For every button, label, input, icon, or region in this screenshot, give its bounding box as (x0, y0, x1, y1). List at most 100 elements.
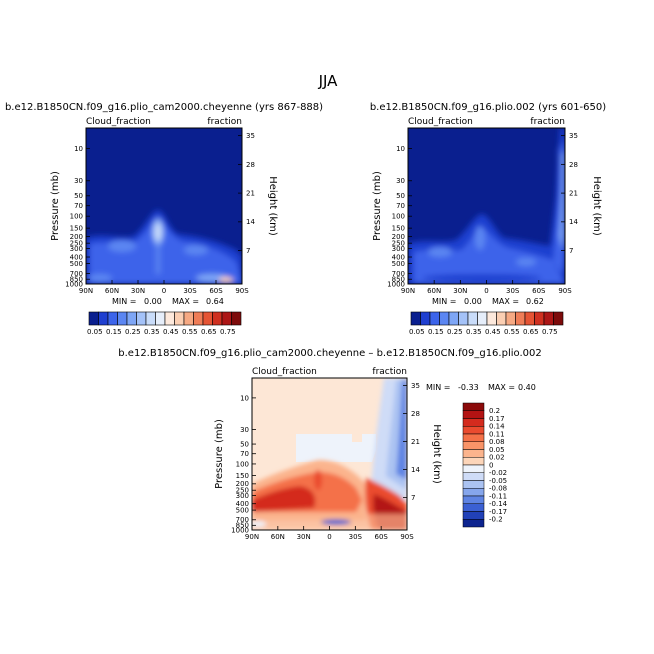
panel-b-min-label: MIN = (432, 297, 457, 306)
y-tick-label: 150 (392, 225, 405, 233)
y-right-tick-label: 21 (246, 190, 255, 198)
panel-a-contours (86, 210, 242, 284)
y-tick-label: 1000 (65, 280, 83, 288)
colorbar-diff-swatch (462, 441, 485, 450)
colorbar-label: 0.45 (163, 328, 179, 336)
y-right-tick-label: 14 (569, 218, 578, 226)
colorbar-swatch (117, 311, 128, 326)
colorbar-diff-label: -0.17 (489, 508, 507, 516)
colorbar-swatch (155, 311, 166, 326)
y-tick-label: 400 (392, 253, 405, 261)
colorbar-label: 0.05 (87, 328, 103, 336)
panel-c-plot (252, 378, 407, 530)
panel-b: b.e12.B1850CN.f09_g16.plio.002 (yrs 601-… (370, 102, 606, 306)
x-tick-label: 0 (484, 287, 488, 295)
colorbar-diff-swatch (462, 495, 485, 504)
y-right-tick-label: 28 (569, 161, 578, 169)
y-right-tick-label: 14 (246, 218, 255, 226)
panel-a-plot (86, 128, 242, 284)
panel-b-max-value: 0.62 (526, 297, 544, 306)
panel-c-max-value: 0.40 (518, 383, 536, 392)
panel-b-max-label: MAX = (492, 297, 519, 306)
colorbar-diff-swatch (462, 480, 485, 489)
colorbar-diff-swatch (462, 402, 485, 411)
colorbar-label: 0.35 (466, 328, 482, 336)
panel-c-y-label: Pressure (mb) (214, 419, 225, 489)
colorbar-swatch (410, 311, 421, 326)
colorbar-diff-swatch (462, 418, 485, 427)
y-tick-label: 250 (392, 240, 405, 248)
y-right-tick-label: 7 (246, 247, 250, 255)
colorbar-diff-label: 0.11 (489, 430, 505, 438)
x-tick-label: 90S (235, 287, 249, 295)
y-right-tick-label: 7 (411, 494, 415, 502)
colorbar-swatch (477, 311, 488, 326)
colorbar-label: 0.55 (182, 328, 198, 336)
colorbar-diff-label: 0.14 (489, 423, 505, 431)
colorbar-diff-swatch (462, 410, 485, 419)
y-tick-label: 500 (392, 260, 405, 268)
y-right-tick-label: 35 (246, 132, 255, 140)
colorbar-diff-swatch (462, 449, 485, 458)
y-tick-label: 70 (74, 202, 83, 210)
y-tick-label: 70 (396, 202, 405, 210)
colorbar-diff-label: 0.2 (489, 407, 500, 415)
panel-a-y-label: Pressure (mb) (50, 171, 61, 241)
colorbar-swatch (164, 311, 175, 326)
colorbar-swatch (439, 311, 450, 326)
x-tick-label: 90N (79, 287, 93, 295)
colorbar-swatch (126, 311, 137, 326)
y-tick-label: 300 (392, 245, 405, 253)
colorbar-swatch (515, 311, 526, 326)
x-tick-label: 0 (162, 287, 166, 295)
colorbar-label: 0.15 (428, 328, 444, 336)
y-tick-label: 700 (70, 270, 83, 278)
colorbar-swatch (524, 311, 535, 326)
colorbar-diff-label: 0.05 (489, 446, 505, 454)
colorbar-diff: 0.20.170.140.110.080.050.020-0.02-0.05-0… (462, 402, 508, 528)
colorbar-diff-swatch (462, 503, 485, 512)
colorbar-label: 0.75 (542, 328, 558, 336)
panel-a-title: b.e12.B1850CN.f09_g16.plio_cam2000.cheye… (5, 102, 323, 113)
colorbar-label: 0.15 (106, 328, 122, 336)
panel-a-y-label-right: Height (km) (267, 176, 278, 236)
colorbar-diff-label: -0.14 (489, 500, 508, 508)
x-tick-label: 60N (105, 287, 119, 295)
y-tick-label: 150 (70, 225, 83, 233)
panel-b-y-label-right: Height (km) (591, 176, 602, 236)
colorbar-label: 0.65 (201, 328, 217, 336)
panel-b-min-value: 0.00 (464, 297, 482, 306)
colorbar-label: 0.75 (220, 328, 236, 336)
y-right-tick-label: 28 (411, 410, 420, 418)
panel-b-axes: 90N 60N 30N 0 30S 60S 90S103050701001502002503… (387, 132, 578, 295)
panel-a: b.e12.B1850CN.f09_g16.plio_cam2000.cheye… (5, 102, 323, 306)
colorbar-swatch (458, 311, 469, 326)
colorbar-swatch (553, 311, 564, 326)
colorbar-label: 0.25 (447, 328, 463, 336)
panel-b-left-string: Cloud_fraction (408, 117, 473, 127)
colorbar-diff-label: 0.08 (489, 438, 505, 446)
panel-a-min-value: 0.00 (144, 297, 162, 306)
panel-c-min-value: -0.33 (458, 383, 479, 392)
colorbar-diff-swatch (462, 519, 485, 528)
colorbar-diff-label: 0 (489, 461, 493, 469)
panel-a-max-value: 0.64 (206, 297, 224, 306)
y-right-tick-label: 21 (411, 438, 420, 446)
colorbar-diff-label: 0.17 (489, 415, 505, 423)
y-right-tick-label: 21 (569, 190, 578, 198)
x-tick-label: 90S (400, 533, 414, 541)
x-tick-label: 60N (427, 287, 441, 295)
colorbar-diff-label: -0.2 (489, 516, 503, 524)
panel-b-y-label: Pressure (mb) (372, 171, 383, 241)
x-tick-label: 90S (558, 287, 572, 295)
colorbar-swatch (420, 311, 431, 326)
panel-c-max-label: MAX = (488, 383, 515, 392)
colorbar-swatch (505, 311, 516, 326)
y-right-tick-label: 7 (569, 247, 573, 255)
panel-c-y-label-right: Height (km) (431, 424, 442, 484)
x-tick-label: 0 (327, 533, 331, 541)
colorbar-swatch (98, 311, 109, 326)
colorbar-diff-swatch (462, 488, 485, 497)
colorbar-swatch (486, 311, 497, 326)
